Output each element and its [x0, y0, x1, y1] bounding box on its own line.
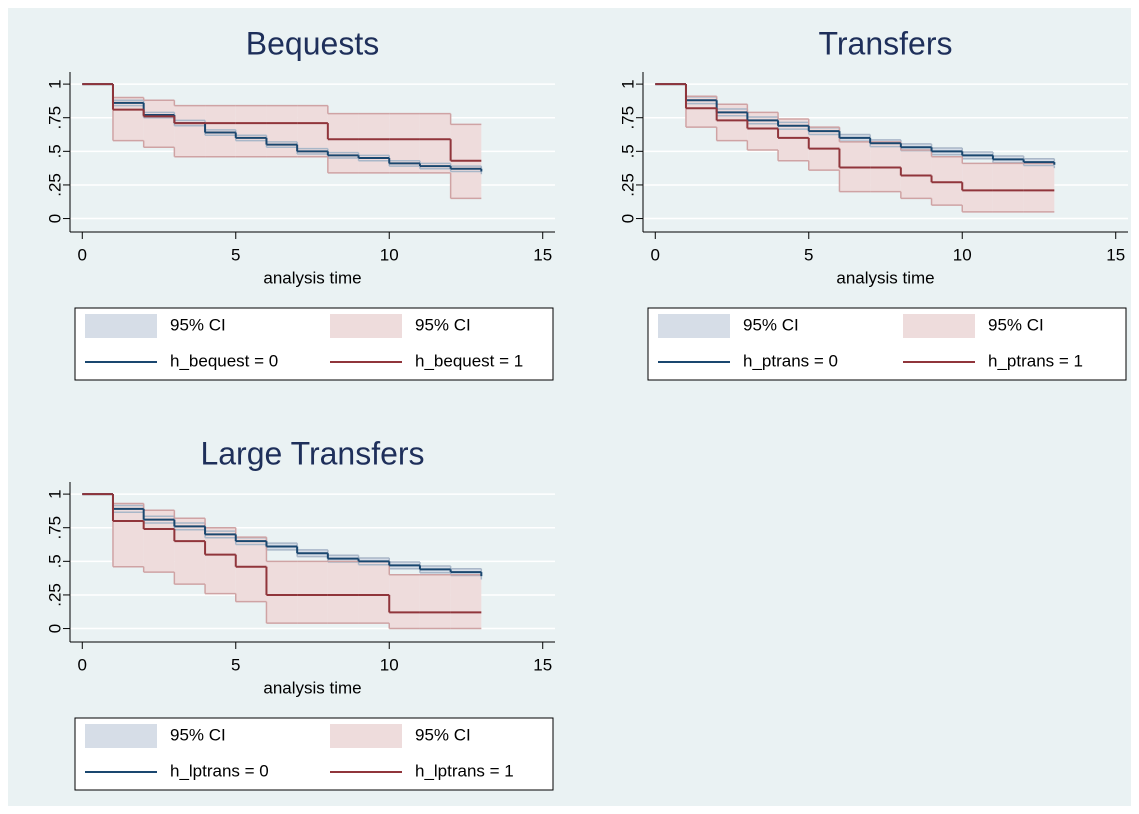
ci-band	[266, 105, 298, 157]
ci-band	[205, 105, 236, 157]
y-tick-label: .5	[45, 144, 64, 158]
x-tick-label: 5	[231, 245, 240, 264]
legend-swatch	[85, 314, 157, 338]
x-tick-label: 15	[1106, 245, 1125, 264]
chart-title: Transfers	[819, 25, 953, 61]
legend-swatch	[330, 314, 402, 338]
y-tick-label: 1	[618, 79, 637, 88]
x-axis-label: analysis time	[263, 678, 361, 697]
x-tick-label: 15	[533, 245, 552, 264]
legend-label: h_ptrans = 0	[743, 351, 838, 370]
legend-label: h_ptrans = 1	[988, 351, 1083, 370]
legend-swatch	[330, 724, 402, 748]
ci-band	[358, 561, 390, 624]
ci-band	[716, 104, 748, 141]
x-tick-label: 10	[380, 245, 399, 264]
x-tick-label: 10	[953, 245, 972, 264]
ci-band	[112, 97, 144, 141]
y-tick-label: .75	[45, 516, 64, 540]
y-tick-label: 0	[45, 624, 64, 633]
y-tick-label: 1	[45, 79, 64, 88]
x-tick-label: 10	[380, 655, 399, 674]
ci-band	[174, 105, 206, 157]
ci-band	[685, 96, 717, 128]
ci-band	[266, 561, 298, 624]
ci-band	[962, 163, 993, 212]
ci-band	[327, 561, 359, 624]
x-tick-label: 5	[231, 655, 240, 674]
y-tick-label: .25	[45, 173, 64, 197]
ci-band	[1023, 163, 1055, 212]
legend-label: 95% CI	[743, 315, 799, 334]
legend-label: h_bequest = 0	[170, 351, 278, 370]
legend-label: 95% CI	[170, 725, 226, 744]
legend-label: 95% CI	[415, 725, 471, 744]
x-axis-label: analysis time	[263, 268, 361, 287]
chart-title: Bequests	[246, 25, 379, 61]
legend-label: 95% CI	[415, 315, 471, 334]
x-axis-label: analysis time	[836, 268, 934, 287]
ci-band	[900, 149, 932, 199]
y-tick-label: .5	[45, 554, 64, 568]
y-tick-label: 0	[45, 214, 64, 223]
y-tick-label: .75	[45, 106, 64, 130]
ci-band	[235, 537, 267, 602]
y-tick-label: .75	[618, 106, 637, 130]
ci-band	[174, 518, 206, 585]
ci-band	[747, 112, 779, 150]
x-tick-label: 0	[78, 655, 87, 674]
legend-label: h_bequest = 1	[415, 351, 523, 370]
ci-band	[205, 527, 236, 594]
ci-band	[235, 105, 267, 157]
ci-band	[112, 503, 144, 567]
legend-swatch	[658, 314, 730, 338]
y-tick-label: .25	[45, 583, 64, 607]
y-tick-label: 1	[45, 489, 64, 498]
ci-band	[297, 561, 328, 624]
legend-label: 95% CI	[170, 315, 226, 334]
legend-label: 95% CI	[988, 315, 1044, 334]
ci-band	[389, 574, 420, 629]
y-tick-label: .25	[618, 173, 637, 197]
legend-swatch	[85, 724, 157, 748]
chart-title: Large Transfers	[200, 435, 424, 471]
ci-band	[327, 113, 359, 173]
ci-band	[419, 574, 451, 629]
legend-label: h_lptrans = 1	[415, 761, 514, 780]
legend-swatch	[903, 314, 975, 338]
x-tick-label: 0	[651, 245, 660, 264]
ci-band	[358, 113, 390, 173]
legend-label: h_lptrans = 0	[170, 761, 269, 780]
y-tick-label: .5	[618, 144, 637, 158]
ci-band	[450, 574, 482, 629]
ci-band	[992, 163, 1024, 212]
ci-band	[143, 100, 175, 148]
ci-band	[931, 156, 963, 206]
x-tick-label: 5	[804, 245, 813, 264]
x-tick-label: 0	[78, 245, 87, 264]
x-tick-label: 15	[533, 655, 552, 674]
y-tick-label: 0	[618, 214, 637, 223]
